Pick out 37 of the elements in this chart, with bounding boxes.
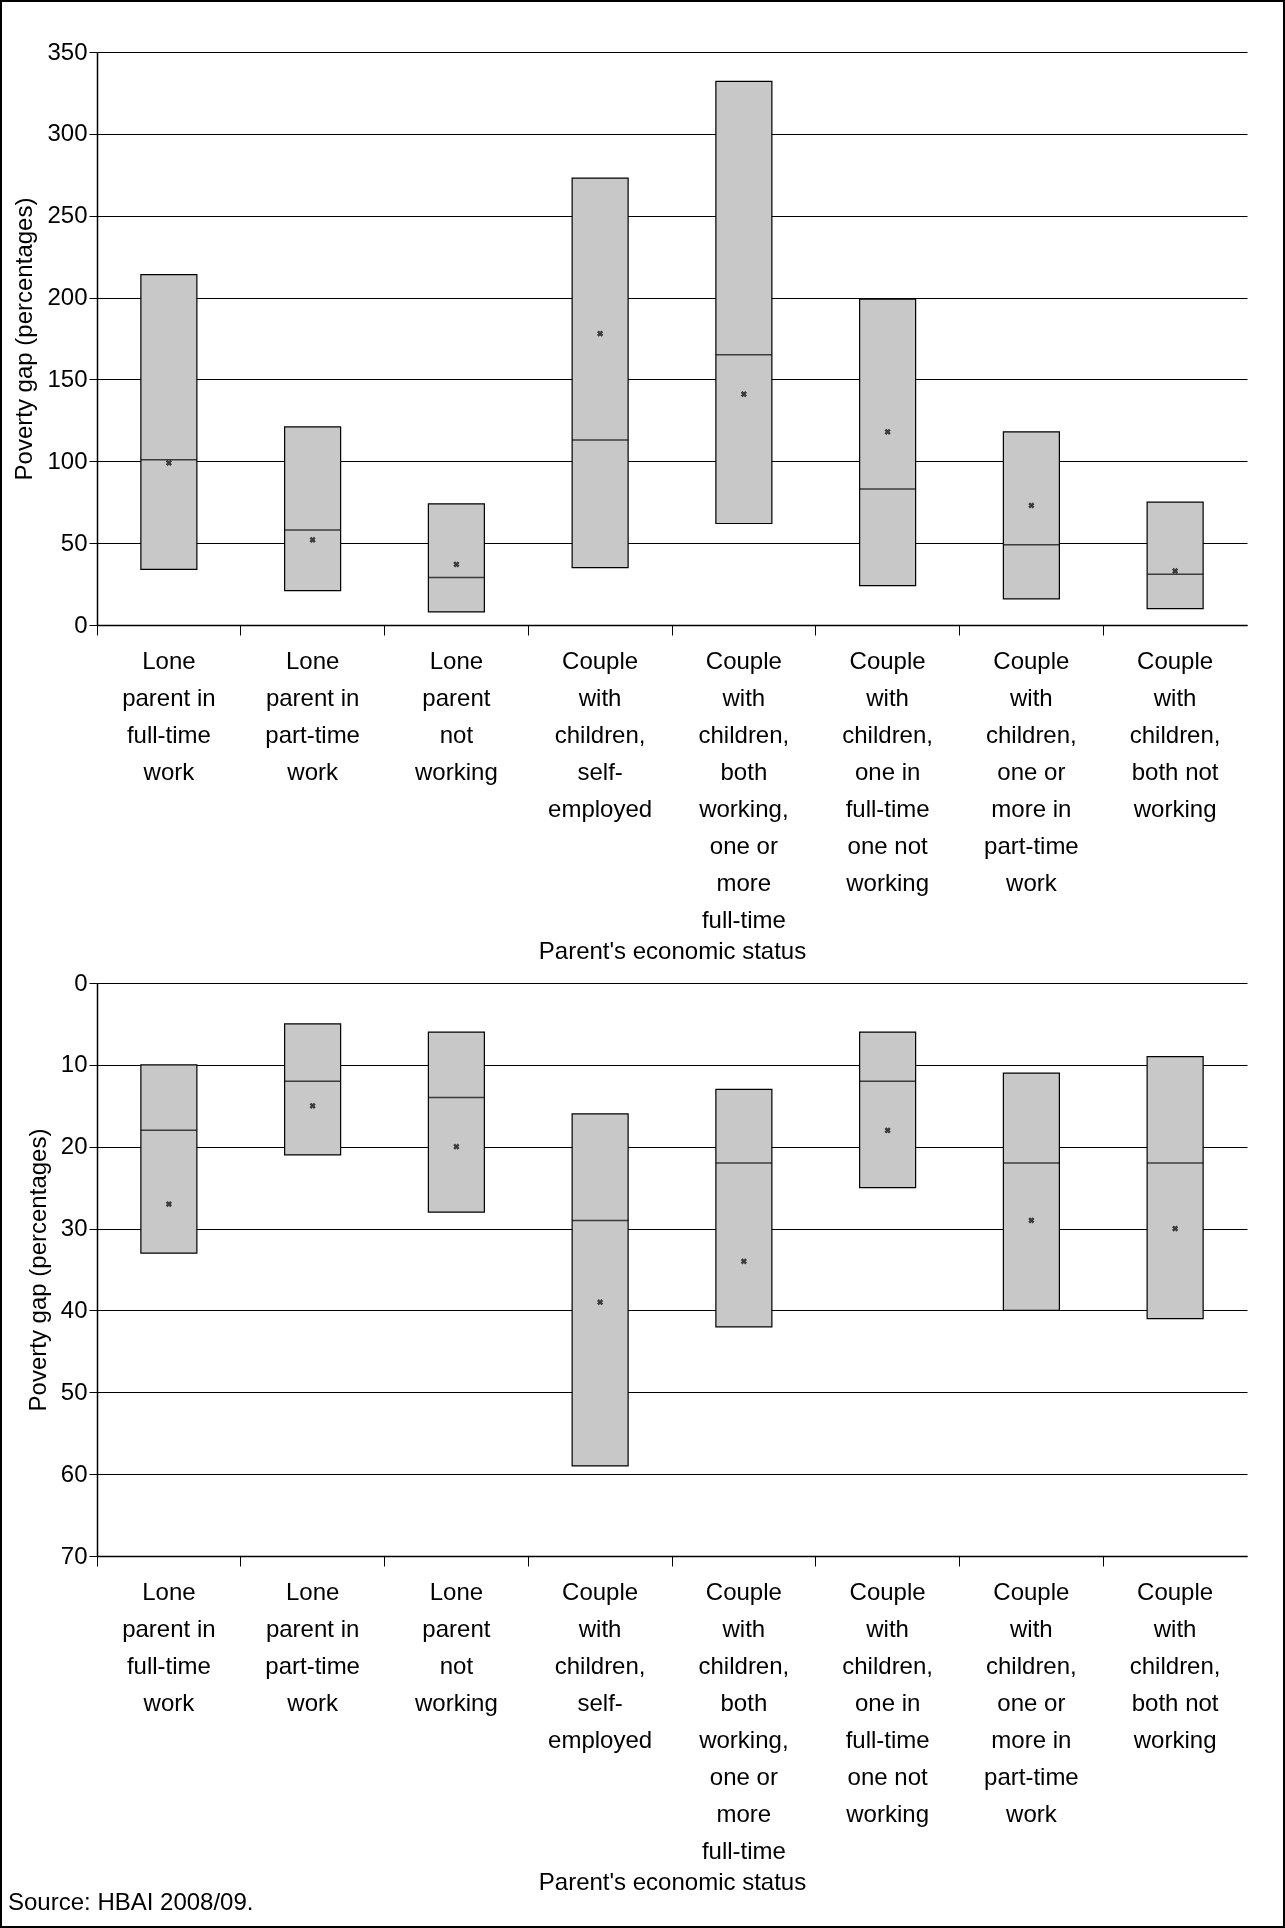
y-tick-label: 300 (47, 119, 88, 147)
x-axis-title: Parent's economic status (538, 936, 807, 964)
y-tick-label: 50 (60, 528, 88, 556)
y-tick-label: 10 (60, 1050, 88, 1078)
y-tick-label: 20 (60, 1132, 88, 1160)
y-tick-label: 350 (47, 37, 88, 65)
y-tick-label: 40 (60, 1295, 88, 1323)
y-tick-label: 200 (47, 283, 88, 311)
x-tick-label: Lone parent in full-time work (122, 1577, 216, 1716)
y-tick-label: 70 (60, 1541, 88, 1569)
x-tick-label: Lone parent in part-time work (265, 1577, 360, 1716)
x-tick-label: Couple with children, both not working (1129, 1577, 1221, 1753)
x-tick-label: Couple with children, both working, one or more full-time (698, 646, 790, 933)
x-tick-label: Couple with children, one in full-time one not working (842, 646, 933, 896)
x-tick-label: Couple with children, self-employed (548, 646, 653, 822)
x-tick-label: Lone parent in part-time work (265, 646, 360, 785)
x-tick-label: Couple with children, both not working (1129, 646, 1221, 822)
x-tick-label: Lone parent in full-time work (122, 646, 216, 785)
x-tick-label: Couple with children, self-employed (548, 1577, 653, 1753)
y-tick-label: 50 (60, 1377, 88, 1405)
y-tick-label: 0 (74, 610, 88, 638)
x-tick-label: Couple with children, one or more in part-time work (984, 646, 1079, 896)
y-tick-label: 30 (60, 1214, 88, 1242)
x-tick-label: Lone parent not working (414, 1577, 498, 1716)
y-tick-label: 150 (47, 364, 88, 392)
x-tick-label: Couple with children, one or more in part-time work (984, 1577, 1079, 1827)
y-axis-title: Poverty gap (percentages) (10, 197, 38, 481)
y-axis-title: Poverty gap (percentages) (23, 1128, 51, 1412)
x-tick-label: Couple with children, both working, one or more full-time (698, 1577, 790, 1864)
y-tick-label: 0 (74, 968, 88, 996)
x-axis-title: Parent's economic status (538, 1867, 807, 1895)
y-tick-label: 60 (60, 1459, 88, 1487)
y-tick-label: 100 (47, 446, 88, 474)
source-note: Source: HBAI 2008/09. (8, 1888, 254, 1916)
x-tick-label: Couple with children, one in full-time one not working (842, 1577, 933, 1827)
x-tick-label: Lone parent not working (414, 646, 498, 785)
y-tick-label: 250 (47, 201, 88, 229)
